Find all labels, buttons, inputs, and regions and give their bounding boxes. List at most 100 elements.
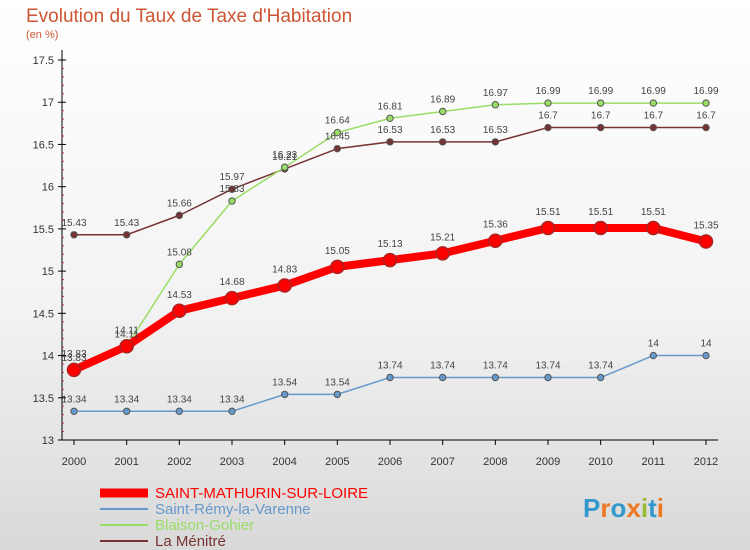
data-point	[386, 114, 394, 122]
data-label: 13.74	[483, 361, 508, 372]
y-tick-label: 16.5	[33, 139, 54, 151]
data-label: 13.74	[430, 361, 455, 372]
data-label: 15.51	[641, 207, 666, 218]
data-point	[596, 373, 605, 382]
data-label: 13.54	[272, 377, 297, 388]
data-point	[122, 231, 131, 239]
data-point	[438, 373, 447, 382]
x-tick-label: 2005	[325, 456, 349, 468]
data-label: 13.34	[167, 394, 192, 405]
data-point	[646, 220, 661, 236]
x-tick-label: 2010	[588, 456, 612, 468]
data-label: 15.08	[167, 247, 192, 258]
data-label: 15.13	[377, 239, 402, 250]
data-point	[488, 233, 503, 248]
data-point	[382, 252, 398, 268]
data-label: 16.99	[641, 86, 666, 97]
y-tick-label: 17.5	[33, 55, 54, 67]
y-tick-label: 17	[42, 97, 54, 109]
legend-item-3: La Ménitré	[100, 533, 226, 550]
data-point	[698, 234, 714, 249]
data-label: 15.97	[219, 172, 244, 183]
data-label: 16.53	[430, 125, 455, 136]
data-label: 14.83	[272, 264, 297, 275]
data-point	[386, 373, 394, 382]
data-label: 13.34	[114, 394, 139, 405]
data-label: 16.89	[430, 95, 455, 106]
data-point	[540, 220, 556, 236]
data-point	[66, 362, 82, 378]
x-tick-label: 2003	[220, 456, 244, 468]
data-label: 15.83	[219, 184, 244, 195]
data-label: 16.99	[535, 86, 560, 97]
x-tick-label: 2009	[536, 456, 560, 468]
x-tick-label: 2000	[62, 456, 86, 468]
data-point	[330, 259, 345, 275]
data-point	[70, 231, 78, 239]
x-tick-label: 2002	[167, 456, 191, 468]
data-point	[702, 123, 710, 132]
legend-item-1: Saint-Rémy-la-Varenne	[100, 501, 311, 518]
data-point	[228, 407, 236, 415]
data-label: 16.7	[591, 111, 611, 122]
data-label: 13.83	[61, 353, 86, 364]
data-label: 15.66	[167, 198, 192, 209]
data-label: 15.05	[325, 246, 350, 257]
data-label: 16.45	[325, 132, 350, 143]
y-tick-label: 15	[42, 266, 54, 278]
data-label: 13.34	[219, 394, 244, 405]
data-point	[649, 351, 658, 360]
data-point	[280, 163, 289, 171]
data-point	[175, 260, 184, 269]
data-point	[649, 99, 658, 107]
data-label: 15.21	[430, 232, 455, 243]
data-point	[649, 123, 658, 132]
data-point	[544, 99, 552, 107]
x-tick-label: 2008	[483, 456, 507, 468]
y-tick-label: 13	[42, 435, 54, 447]
data-point	[593, 220, 608, 236]
data-label: 16.53	[483, 125, 508, 136]
data-label: 15.51	[535, 207, 560, 218]
data-point	[228, 185, 236, 193]
data-point	[224, 290, 240, 306]
legend-item-2: Blaison-Gohier	[100, 517, 254, 534]
data-point	[491, 373, 500, 382]
data-label: 13.74	[535, 361, 560, 372]
data-label: 16.53	[377, 125, 402, 136]
data-point	[544, 123, 552, 132]
series-1	[70, 351, 710, 415]
legend-label: SAINT-MATHURIN-SUR-LOIRE	[155, 485, 368, 502]
data-point	[702, 99, 710, 107]
data-label: 14	[648, 339, 660, 350]
data-point	[333, 128, 342, 137]
data-point	[228, 197, 236, 205]
proxiti-logo: Proxiti	[583, 493, 664, 523]
data-point	[122, 407, 131, 415]
data-label: 13.83	[61, 349, 86, 360]
legend-label: Blaison-Gohier	[155, 517, 254, 534]
data-label: 16.99	[693, 86, 718, 97]
data-label: 16.64	[325, 116, 350, 127]
data-point	[277, 278, 292, 293]
data-point	[386, 138, 394, 146]
data-point	[491, 138, 500, 146]
data-label: 13.34	[61, 394, 86, 405]
x-tick-label: 2011	[642, 456, 666, 468]
series-3	[70, 123, 710, 239]
data-label: 14.68	[219, 277, 244, 288]
data-label: 15.36	[483, 220, 508, 231]
data-point	[702, 351, 710, 360]
data-point	[596, 99, 605, 107]
data-label: 13.54	[325, 377, 350, 388]
data-point	[438, 107, 447, 116]
data-label: 16.81	[377, 101, 402, 112]
data-label: 15.43	[61, 218, 86, 229]
data-label: 14.11	[115, 329, 140, 340]
data-point	[175, 407, 184, 415]
x-tick-label: 2012	[694, 456, 718, 468]
data-label: 16.7	[696, 111, 716, 122]
y-tick-label: 14	[42, 351, 54, 363]
